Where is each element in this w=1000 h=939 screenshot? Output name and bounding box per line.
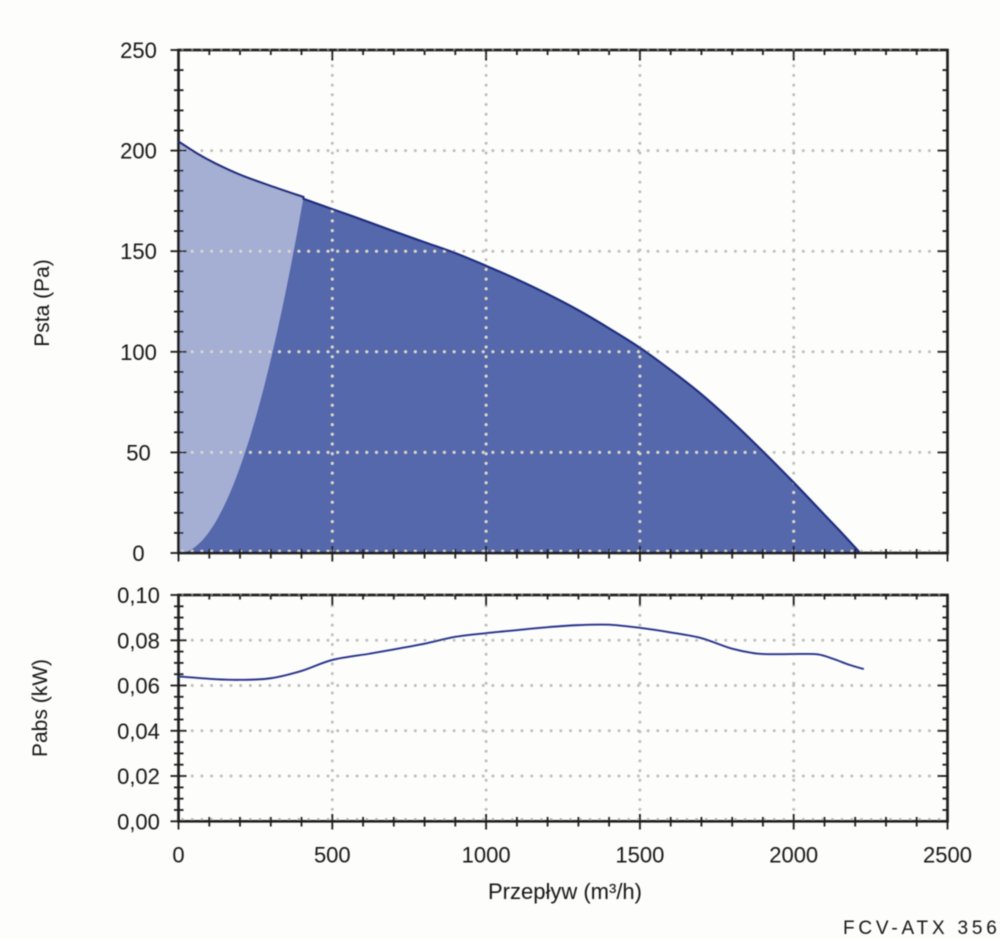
svg-text:150: 150 <box>120 239 157 264</box>
svg-text:50: 50 <box>126 440 150 465</box>
svg-text:200: 200 <box>120 139 157 164</box>
svg-text:1000: 1000 <box>462 843 511 868</box>
svg-text:0,02: 0,02 <box>117 764 160 789</box>
svg-text:100: 100 <box>120 340 157 365</box>
svg-text:2000: 2000 <box>769 843 818 868</box>
svg-text:0,08: 0,08 <box>117 628 160 653</box>
svg-text:1500: 1500 <box>615 843 664 868</box>
svg-text:0,04: 0,04 <box>117 719 160 744</box>
svg-text:0,10: 0,10 <box>117 583 160 608</box>
svg-text:Psta (Pa): Psta (Pa) <box>31 259 54 347</box>
svg-text:0,06: 0,06 <box>117 674 160 699</box>
svg-text:0: 0 <box>172 843 184 868</box>
svg-text:FCV-ATX 356: FCV-ATX 356 <box>843 918 1000 939</box>
svg-text:2500: 2500 <box>923 843 972 868</box>
svg-text:250: 250 <box>120 38 157 63</box>
svg-text:Pabs (kW): Pabs (kW) <box>29 659 52 757</box>
svg-text:0,00: 0,00 <box>117 809 160 834</box>
svg-text:Przepływ (m³/h): Przepływ (m³/h) <box>488 879 642 904</box>
svg-text:500: 500 <box>314 843 351 868</box>
svg-text:0: 0 <box>132 541 144 566</box>
